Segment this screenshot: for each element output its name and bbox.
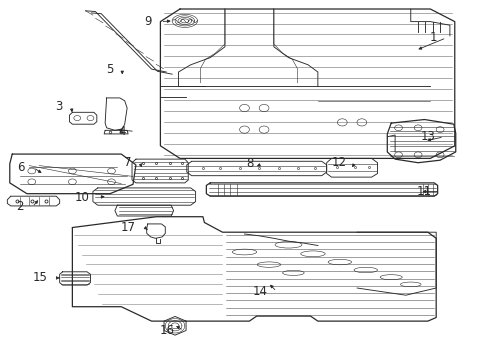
- Text: 10: 10: [75, 191, 89, 204]
- Text: 8: 8: [245, 157, 253, 170]
- Text: 12: 12: [330, 156, 346, 169]
- Text: 13: 13: [420, 130, 434, 143]
- Text: 1: 1: [429, 31, 437, 44]
- Text: 15: 15: [33, 271, 48, 284]
- Text: 16: 16: [160, 324, 175, 337]
- Text: 9: 9: [144, 15, 151, 28]
- Text: 4: 4: [119, 125, 126, 138]
- Text: 3: 3: [55, 100, 62, 113]
- Text: 7: 7: [123, 156, 131, 169]
- Text: 6: 6: [17, 161, 24, 174]
- Text: 2: 2: [16, 201, 23, 213]
- Text: 11: 11: [415, 185, 430, 198]
- Text: 17: 17: [121, 221, 136, 234]
- Text: 14: 14: [252, 285, 267, 298]
- Text: 5: 5: [106, 63, 113, 76]
